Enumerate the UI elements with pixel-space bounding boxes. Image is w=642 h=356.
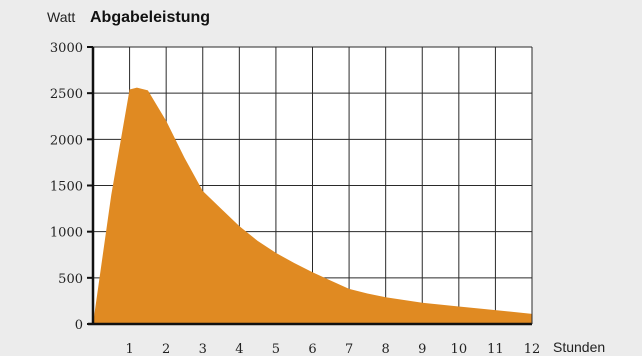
x-tick-label: 5 (272, 342, 280, 356)
y-tick-label: 2500 (50, 87, 83, 102)
x-tick-label: 3 (199, 342, 207, 356)
x-axis-label: Stunden (553, 339, 605, 355)
y-tick-label: 1000 (50, 226, 83, 241)
x-tick-label: 11 (487, 342, 504, 356)
y-tick-labels: 0 500 1000 1500 2000 2500 3000 (50, 41, 83, 333)
chart-title: Abgabeleistung (90, 9, 210, 26)
x-tick-label: 4 (235, 342, 243, 356)
y-tick-label: 500 (58, 272, 83, 287)
y-tick-label: 1500 (50, 180, 83, 195)
power-area (93, 87, 532, 324)
x-tick-label: 8 (382, 342, 390, 356)
axes-frame (87, 46, 533, 326)
x-tick-label: 12 (524, 342, 541, 356)
x-tick-label: 7 (345, 342, 353, 356)
x-tick-label: 2 (162, 342, 170, 356)
x-tick-label: 6 (308, 342, 316, 356)
x-tick-label: 1 (125, 342, 133, 356)
x-tick-labels: 1 2 3 4 5 6 7 8 9 10 11 12 (125, 342, 540, 356)
y-tick-label: 2000 (50, 133, 83, 148)
x-tick-label: 9 (418, 342, 426, 356)
x-tick-label: 10 (451, 342, 468, 356)
y-tick-label: 0 (75, 318, 83, 333)
y-axis-label: Watt (47, 9, 75, 25)
y-tick-label: 3000 (50, 41, 83, 56)
